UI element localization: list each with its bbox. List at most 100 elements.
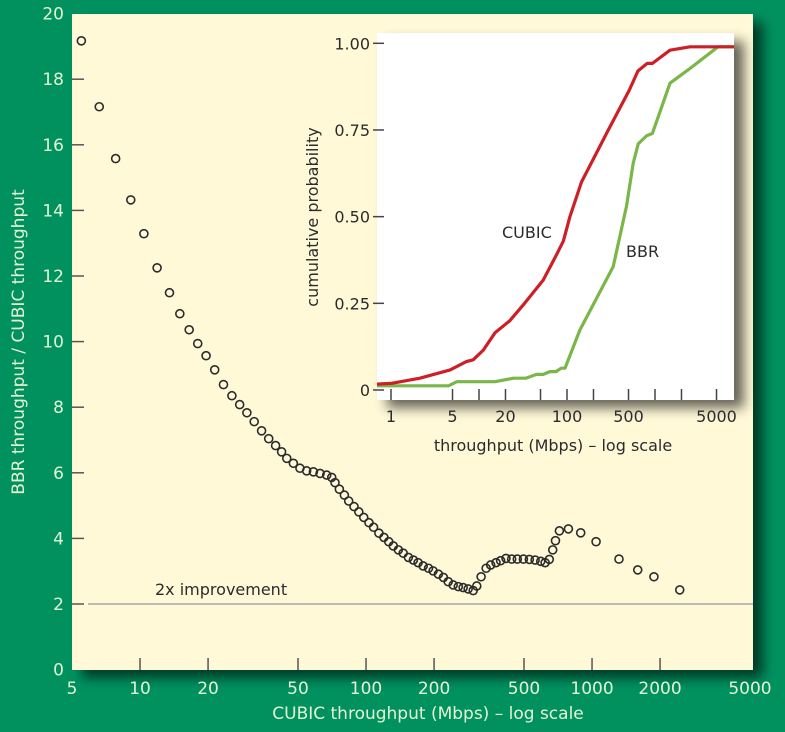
data-point bbox=[192, 338, 203, 349]
data-point bbox=[227, 390, 237, 401]
data-point bbox=[368, 522, 379, 533]
y-tick-label: 2 bbox=[53, 595, 64, 615]
inset-x-tick-label: 1 bbox=[386, 407, 396, 426]
inset-y-tick-label: 0.25 bbox=[334, 294, 370, 313]
y-tick-label: 6 bbox=[53, 464, 64, 484]
data-point bbox=[535, 556, 546, 567]
inset-axes: 0 0.25 0.50 0.75 1.00 1 5 20 100 500 5000 bbox=[334, 34, 736, 426]
data-point bbox=[276, 447, 287, 457]
data-point bbox=[649, 571, 659, 582]
x-tick-label: 5000 bbox=[728, 679, 771, 699]
x-tick-label: 500 bbox=[508, 679, 540, 699]
x-tick-label: 2000 bbox=[638, 679, 681, 699]
x-tick-label: 50 bbox=[287, 679, 309, 699]
data-point bbox=[408, 555, 419, 565]
data-point bbox=[674, 585, 685, 595]
data-point bbox=[575, 528, 586, 538]
data-point bbox=[358, 512, 369, 523]
data-point bbox=[453, 581, 464, 592]
y-tick-label: 0 bbox=[53, 661, 64, 681]
data-point bbox=[632, 565, 643, 575]
inset-x-tick-label: 100 bbox=[552, 407, 583, 426]
data-point bbox=[349, 501, 359, 512]
data-point bbox=[164, 287, 175, 298]
data-point bbox=[463, 584, 473, 594]
y-tick-label: 10 bbox=[42, 333, 64, 353]
data-point bbox=[321, 470, 332, 480]
data-point bbox=[495, 555, 506, 566]
data-point bbox=[476, 571, 486, 582]
y-tick-label: 4 bbox=[53, 529, 64, 549]
data-point bbox=[218, 379, 229, 390]
scatter-points bbox=[76, 36, 685, 596]
data-point bbox=[76, 36, 87, 46]
x-tick-label: 20 bbox=[197, 679, 219, 699]
data-point bbox=[110, 153, 121, 164]
data-point bbox=[270, 440, 281, 451]
y-tick-label: 18 bbox=[42, 70, 64, 90]
x-tick-label: 1000 bbox=[570, 679, 613, 699]
y-tick-label: 16 bbox=[42, 136, 64, 156]
x-tick-label: 10 bbox=[129, 679, 151, 699]
data-point bbox=[418, 561, 428, 571]
data-point bbox=[518, 554, 529, 564]
data-point bbox=[256, 426, 267, 436]
data-point bbox=[201, 350, 211, 361]
data-point bbox=[263, 433, 274, 444]
inset-chart: 0 0.25 0.50 0.75 1.00 1 5 20 100 500 5000 CUBIC BB… bbox=[303, 33, 737, 455]
x-axis-label: CUBIC throughput (Mbps) – log scale bbox=[272, 704, 584, 724]
inset-legend-bbr: BBR bbox=[626, 242, 659, 261]
data-point bbox=[512, 554, 523, 564]
x-tick-label: 5 bbox=[67, 679, 78, 699]
inset-plot-area bbox=[377, 33, 734, 400]
series-line-cubic bbox=[376, 45, 734, 386]
data-point bbox=[209, 365, 220, 375]
y-tick-label: 8 bbox=[53, 398, 64, 418]
data-point bbox=[175, 308, 185, 319]
inset-y-axis-label: cumulative probability bbox=[303, 127, 322, 306]
data-point bbox=[343, 496, 354, 506]
data-point bbox=[614, 554, 624, 564]
y-tick-label: 14 bbox=[42, 201, 64, 221]
inset-lines bbox=[376, 45, 734, 388]
data-point bbox=[301, 466, 312, 476]
data-point bbox=[554, 526, 565, 536]
data-point bbox=[458, 582, 468, 593]
data-point bbox=[288, 458, 299, 469]
data-point bbox=[485, 560, 496, 570]
data-point bbox=[234, 399, 245, 410]
inset-y-tick-label: 0.50 bbox=[334, 208, 370, 227]
data-point bbox=[530, 555, 540, 565]
data-point bbox=[334, 484, 345, 495]
inset-x-tick-label: 500 bbox=[613, 407, 644, 426]
inset-legend-cubic: CUBIC bbox=[502, 223, 552, 242]
series-line-bbr bbox=[377, 45, 734, 388]
data-point bbox=[403, 552, 414, 563]
x-tick-label: 200 bbox=[418, 679, 450, 699]
data-point bbox=[563, 524, 574, 534]
inset-y-tick-label: 0.75 bbox=[334, 121, 370, 140]
inset-x-axis-label: throughput (Mbps) – log scale bbox=[434, 436, 672, 455]
data-point bbox=[550, 535, 561, 546]
data-point bbox=[547, 545, 558, 555]
data-point bbox=[249, 416, 259, 427]
data-point bbox=[471, 581, 482, 591]
data-point bbox=[94, 101, 105, 112]
inset-x-tick-label: 5 bbox=[447, 407, 457, 426]
data-point bbox=[308, 467, 319, 477]
reference-line-label: 2x improvement bbox=[155, 580, 287, 599]
data-point bbox=[139, 228, 149, 239]
data-point bbox=[448, 580, 458, 590]
y-axis-label: BBR throughput / CUBIC throughput bbox=[9, 189, 29, 495]
inset-y-tick-label: 0 bbox=[360, 381, 370, 400]
data-point bbox=[184, 324, 194, 335]
data-point bbox=[524, 554, 535, 565]
data-point bbox=[242, 407, 252, 418]
inset-y-tick-label: 1.00 bbox=[334, 34, 370, 53]
data-point bbox=[281, 453, 292, 464]
data-point bbox=[152, 262, 162, 273]
data-point bbox=[125, 195, 136, 205]
data-point bbox=[315, 468, 325, 479]
